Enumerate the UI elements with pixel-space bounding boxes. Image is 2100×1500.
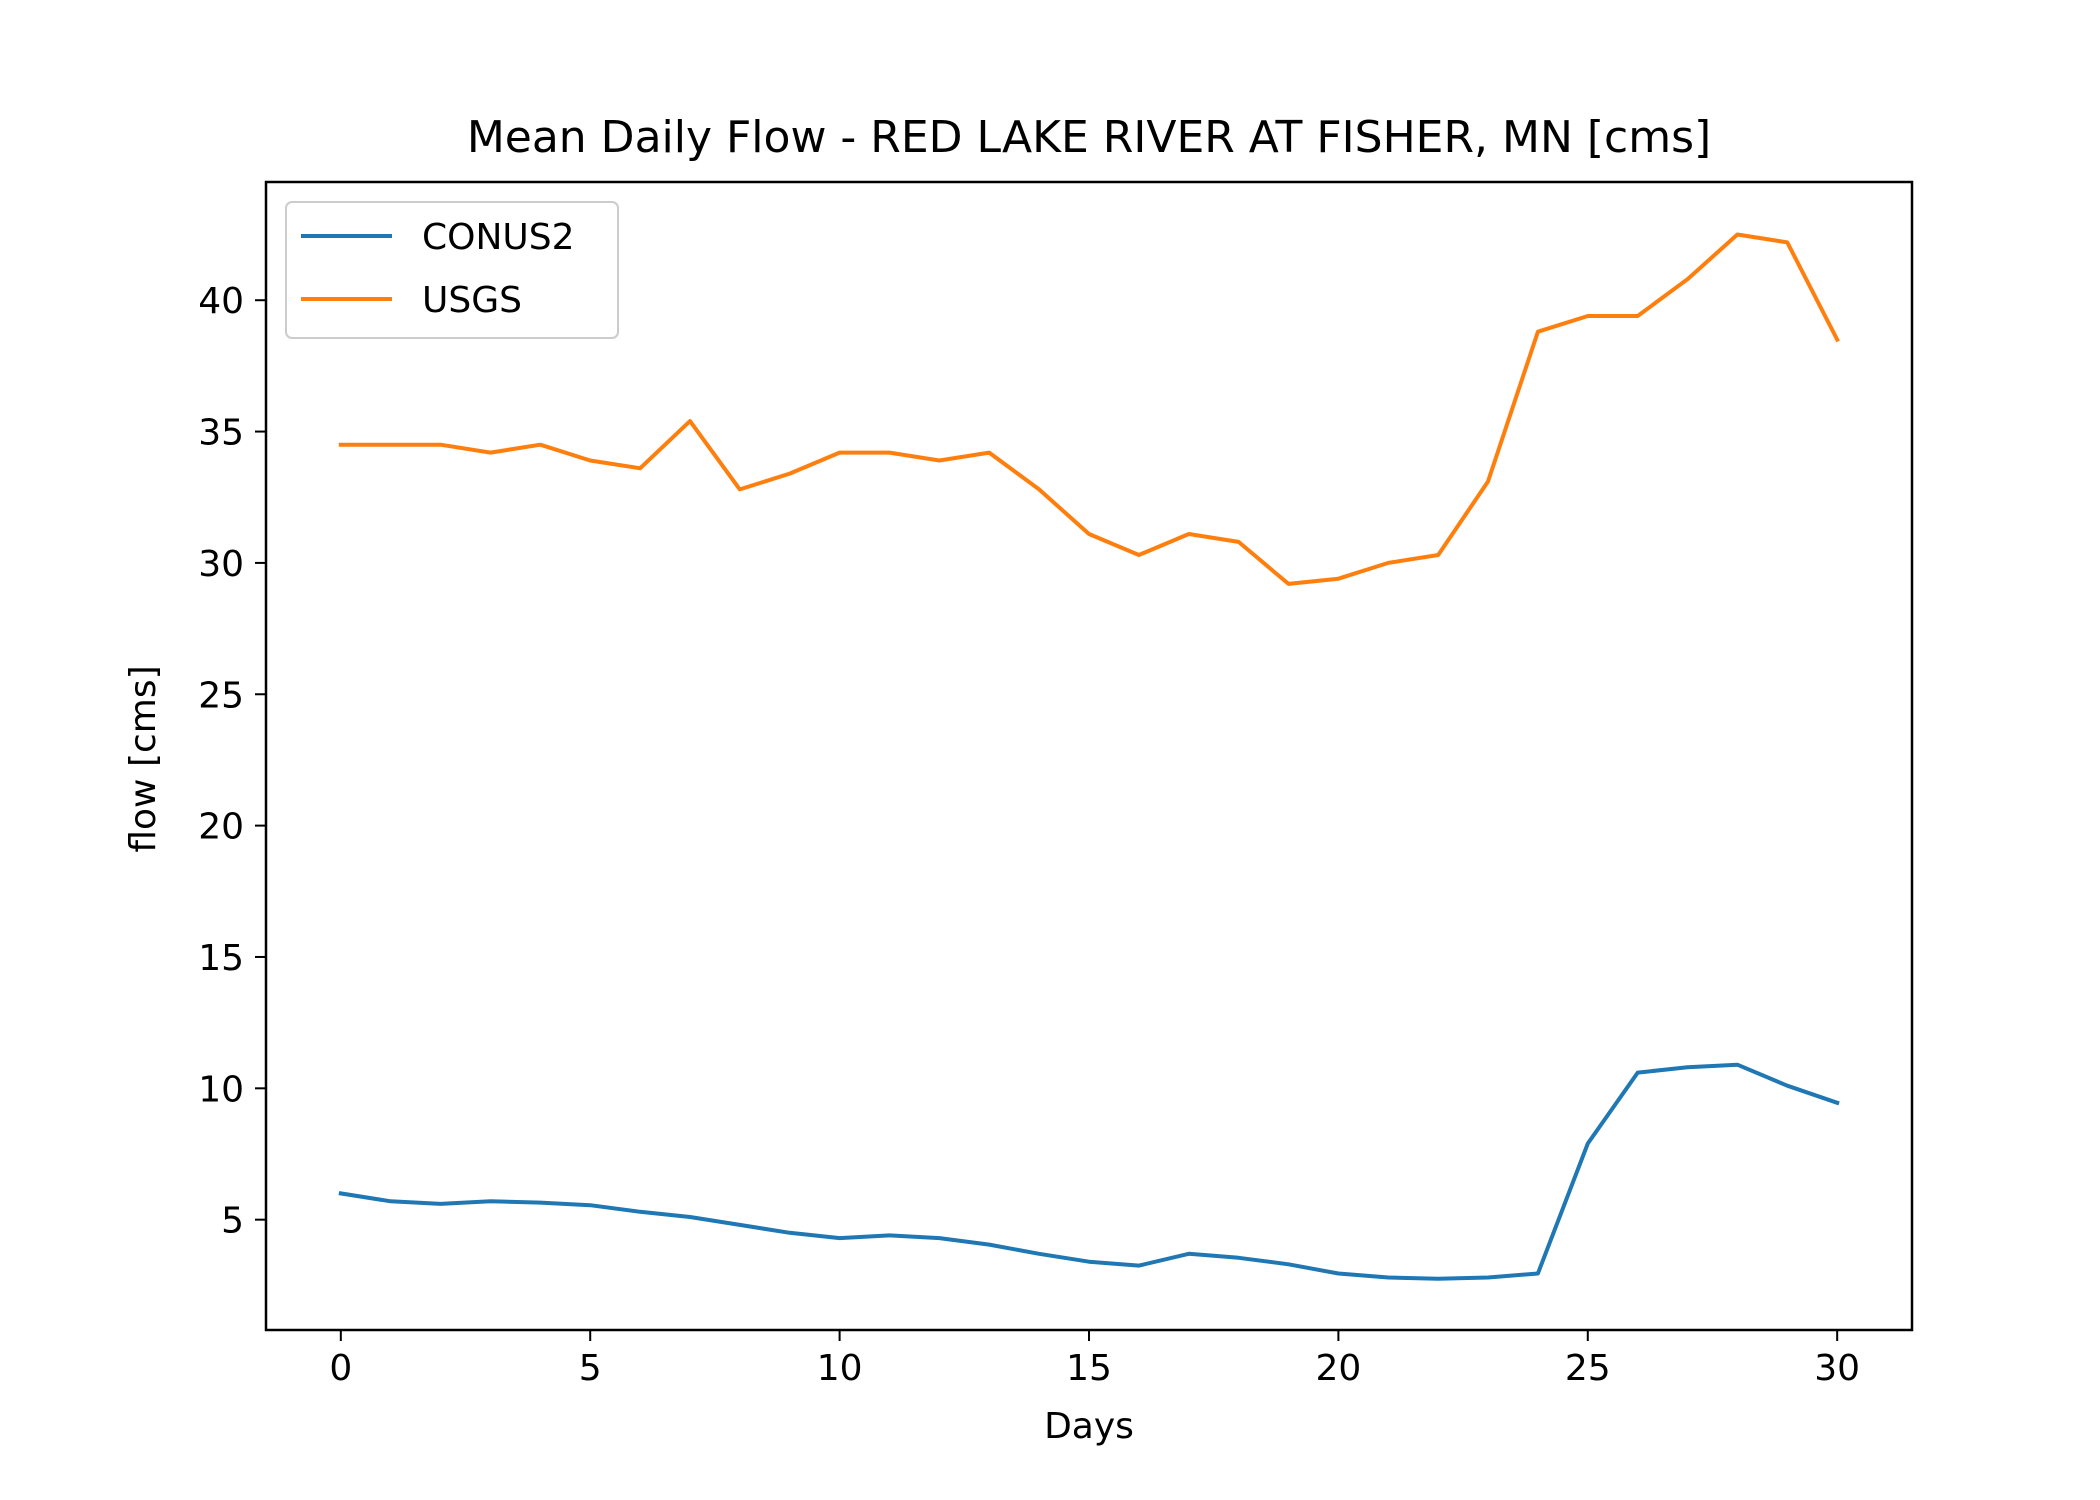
y-tick-label: 15 [198,938,244,979]
x-tick-label: 20 [1315,1348,1361,1389]
y-tick-label: 25 [198,675,244,716]
x-axis-label: Days [1044,1406,1134,1447]
y-tick-label: 35 [198,413,244,454]
y-tick-label: 10 [198,1069,244,1110]
y-tick-label: 40 [198,281,244,322]
x-tick-label: 15 [1066,1348,1112,1389]
x-tick-label: 10 [817,1348,863,1389]
y-axis-label: flow [cms] [123,665,164,852]
x-tick-label: 30 [1814,1348,1860,1389]
series-line-conus2 [338,1062,1840,1281]
y-tick-label: 5 [221,1201,244,1242]
chart-title: Mean Daily Flow - RED LAKE RIVER AT FISH… [467,112,1711,163]
x-tick-label: 5 [579,1348,602,1389]
x-tick-label: 25 [1565,1348,1611,1389]
legend-label-usgs: USGS [422,280,522,321]
y-tick-label: 30 [198,544,244,585]
y-tick-label: 20 [198,807,244,848]
plot-area: 0 5 10 15 20 25 30 5 10 15 20 25 30 35 40 CONUS2 USGS [198,180,1914,1389]
x-tick-label: 0 [329,1348,352,1389]
series-line-usgs [338,232,1840,586]
legend-label-conus2: CONUS2 [422,217,575,258]
